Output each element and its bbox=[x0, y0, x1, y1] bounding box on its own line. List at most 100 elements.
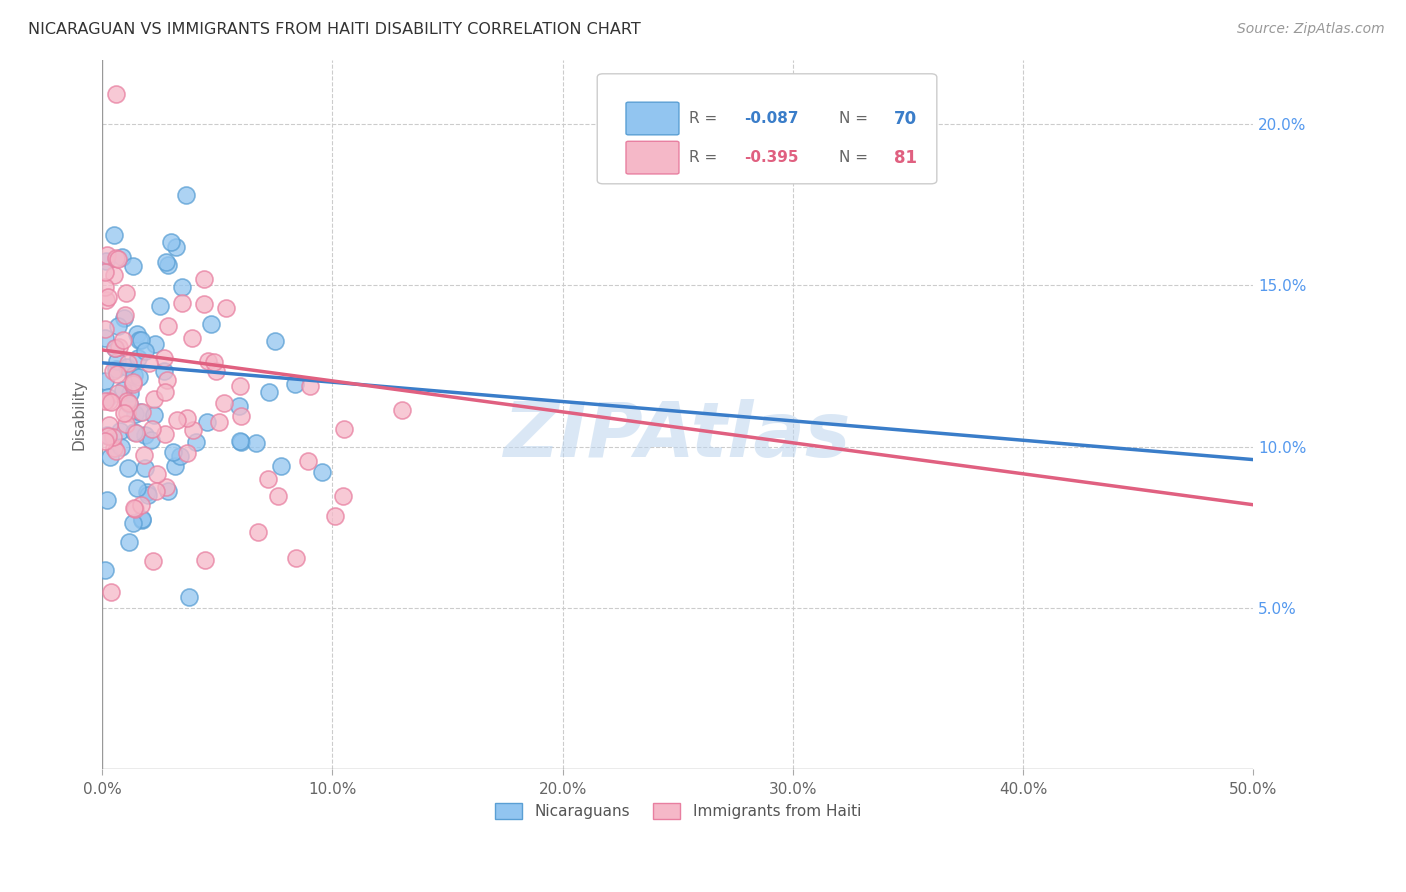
Point bbox=[142, 554, 165, 568]
Point bbox=[128, 370, 150, 384]
Point bbox=[245, 436, 267, 450]
Point bbox=[98, 394, 121, 409]
Point bbox=[141, 422, 163, 436]
Point bbox=[299, 378, 322, 392]
Legend: Nicaraguans, Immigrants from Haiti: Nicaraguans, Immigrants from Haiti bbox=[488, 797, 868, 825]
Point bbox=[284, 376, 307, 391]
Point bbox=[124, 407, 146, 421]
Point bbox=[149, 300, 172, 314]
Point bbox=[202, 355, 225, 369]
Point bbox=[200, 317, 222, 331]
Point bbox=[96, 493, 118, 508]
Point bbox=[285, 551, 308, 566]
Point bbox=[103, 268, 125, 282]
Point bbox=[108, 424, 131, 438]
Point bbox=[155, 427, 177, 442]
Point bbox=[105, 443, 128, 458]
Point bbox=[170, 296, 193, 310]
Point bbox=[332, 489, 354, 503]
Point bbox=[122, 516, 145, 530]
Point bbox=[118, 535, 141, 549]
Point bbox=[143, 337, 166, 351]
Point bbox=[270, 459, 292, 474]
Point bbox=[228, 400, 250, 414]
Point bbox=[105, 362, 128, 376]
Point bbox=[96, 428, 118, 442]
Point bbox=[155, 479, 177, 493]
FancyBboxPatch shape bbox=[626, 141, 679, 174]
Point bbox=[297, 454, 319, 468]
Point bbox=[195, 415, 218, 429]
Point bbox=[162, 445, 184, 459]
Point bbox=[125, 425, 148, 440]
Point bbox=[114, 308, 136, 322]
Point bbox=[117, 356, 139, 370]
Point bbox=[129, 333, 152, 347]
Point bbox=[118, 397, 141, 411]
Text: -0.087: -0.087 bbox=[745, 111, 799, 126]
Point bbox=[105, 368, 128, 382]
Point bbox=[197, 354, 219, 368]
Point bbox=[97, 429, 120, 443]
Point bbox=[93, 393, 115, 408]
Point bbox=[94, 331, 117, 345]
Point bbox=[117, 461, 139, 475]
Point bbox=[165, 458, 187, 473]
FancyBboxPatch shape bbox=[626, 103, 679, 135]
Point bbox=[93, 563, 115, 577]
Point bbox=[122, 368, 145, 382]
Point bbox=[165, 240, 187, 254]
Point bbox=[146, 467, 169, 481]
Point bbox=[122, 500, 145, 515]
Point bbox=[94, 322, 117, 336]
Point bbox=[107, 252, 129, 267]
Text: NICARAGUAN VS IMMIGRANTS FROM HAITI DISABILITY CORRELATION CHART: NICARAGUAN VS IMMIGRANTS FROM HAITI DISA… bbox=[28, 22, 641, 37]
Point bbox=[231, 409, 253, 423]
Point bbox=[134, 344, 156, 359]
Point bbox=[125, 326, 148, 341]
Point bbox=[100, 450, 122, 464]
Point bbox=[131, 405, 153, 419]
Point bbox=[100, 585, 122, 599]
Point bbox=[193, 297, 215, 311]
Point bbox=[118, 395, 141, 409]
Point bbox=[172, 280, 194, 294]
Point bbox=[134, 427, 156, 442]
Point bbox=[311, 466, 333, 480]
Text: R =: R = bbox=[689, 111, 723, 126]
Point bbox=[184, 434, 207, 449]
Point bbox=[103, 441, 125, 455]
Point bbox=[101, 364, 124, 378]
Point bbox=[122, 425, 145, 439]
Text: ZIPAtlas: ZIPAtlas bbox=[505, 399, 852, 473]
Point bbox=[124, 502, 146, 516]
Point bbox=[156, 258, 179, 272]
Point bbox=[193, 272, 215, 286]
Point bbox=[176, 411, 198, 425]
Point bbox=[323, 508, 346, 523]
Text: Source: ZipAtlas.com: Source: ZipAtlas.com bbox=[1237, 22, 1385, 37]
Point bbox=[142, 408, 165, 422]
Point bbox=[105, 87, 128, 102]
Point bbox=[136, 488, 159, 502]
Point bbox=[246, 524, 269, 539]
Point bbox=[129, 498, 152, 512]
Point bbox=[96, 290, 118, 304]
Text: -0.395: -0.395 bbox=[745, 150, 799, 165]
Point bbox=[110, 440, 132, 454]
Point bbox=[155, 254, 177, 268]
Point bbox=[122, 259, 145, 273]
Point bbox=[333, 422, 356, 436]
Point bbox=[139, 433, 162, 447]
Point bbox=[208, 415, 231, 429]
Point bbox=[153, 351, 176, 365]
Point bbox=[96, 293, 118, 307]
Point bbox=[94, 265, 117, 279]
Text: N =: N = bbox=[839, 111, 873, 126]
Point bbox=[96, 248, 118, 262]
Point bbox=[111, 250, 134, 264]
Point bbox=[107, 318, 129, 333]
Point bbox=[111, 333, 134, 347]
Point bbox=[194, 553, 217, 567]
Point bbox=[156, 319, 179, 334]
